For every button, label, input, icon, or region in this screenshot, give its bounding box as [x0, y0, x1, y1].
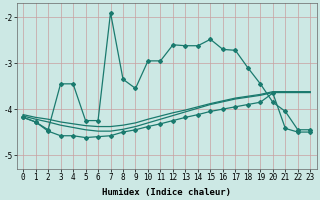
X-axis label: Humidex (Indice chaleur): Humidex (Indice chaleur): [102, 188, 231, 197]
